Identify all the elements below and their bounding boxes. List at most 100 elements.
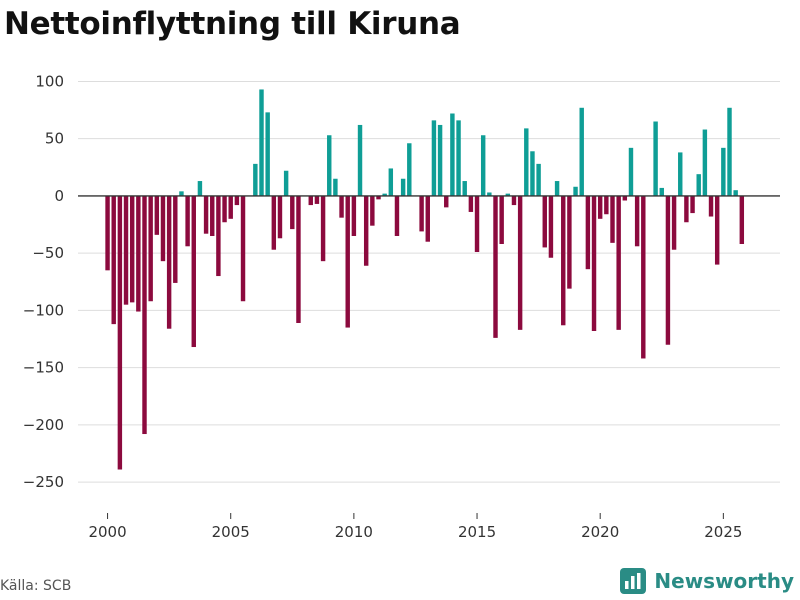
y-tick-label: −250: [23, 473, 64, 491]
bar: [203, 195, 209, 234]
bar: [136, 195, 141, 312]
bar: [240, 195, 246, 302]
bar: [283, 170, 289, 196]
bar: [530, 151, 535, 196]
bar: [517, 195, 523, 330]
bar: [117, 195, 123, 470]
bar: [733, 190, 738, 196]
bar: [634, 195, 640, 247]
bar: [708, 195, 714, 217]
bar: [604, 195, 609, 215]
bar: [690, 195, 695, 214]
bar: [376, 195, 381, 200]
bar: [536, 163, 541, 196]
bar: [487, 192, 492, 196]
y-tick-label: −100: [23, 301, 64, 319]
bar: [388, 168, 394, 196]
bar: [394, 195, 400, 236]
bar: [511, 195, 517, 206]
bar: [431, 120, 437, 196]
bar: [579, 107, 584, 196]
bar: [739, 195, 745, 244]
bar: [702, 129, 708, 196]
bar: [333, 178, 338, 196]
bar: [129, 195, 135, 303]
bar: [253, 163, 258, 196]
bar: [622, 195, 628, 201]
bar: [277, 195, 283, 239]
bar-chart-logo-icon: [620, 568, 647, 594]
y-tick-label: 50: [45, 130, 64, 148]
bar: [696, 174, 701, 196]
bar: [370, 195, 375, 226]
bar: [641, 195, 646, 359]
bar: [363, 195, 369, 266]
bar: [339, 195, 344, 218]
bar: [400, 178, 406, 196]
chart-title: Nettoinflyttning till Kiruna: [4, 6, 461, 42]
brand-name: Newsworthy: [654, 569, 794, 593]
x-tick-label: 2010: [335, 523, 373, 541]
brand-logo[interactable]: Newsworthy: [620, 568, 794, 594]
bar: [191, 195, 196, 348]
bar: [216, 195, 221, 277]
bar: [659, 187, 664, 196]
bar: [462, 181, 467, 196]
bar: [505, 193, 511, 196]
bar: [154, 195, 160, 235]
bars: [105, 89, 745, 470]
bar: [628, 147, 634, 196]
bar: [499, 195, 504, 244]
bar: [320, 195, 326, 262]
bar: [573, 186, 578, 196]
bar: [345, 195, 350, 328]
bar: [437, 124, 443, 196]
bar: [567, 195, 572, 289]
bar: [234, 195, 240, 206]
bar: [456, 120, 461, 196]
bar: [665, 195, 671, 345]
bar: [474, 195, 480, 253]
bar: [327, 135, 332, 196]
bar: [160, 195, 166, 262]
bar: [493, 195, 498, 338]
bar: [111, 195, 116, 325]
bar: [308, 195, 313, 206]
x-axis-tick-labels: 2000 2005 2010 2015 2020 2025: [88, 513, 742, 541]
gridlines: [78, 80, 780, 483]
bar: [419, 195, 424, 232]
y-tick-label: 0: [54, 187, 64, 205]
bar: [542, 195, 547, 248]
bar: [597, 195, 603, 219]
x-tick-label: 2020: [581, 523, 619, 541]
bar: [142, 195, 147, 435]
bar: [721, 147, 726, 196]
bar: [653, 121, 658, 196]
bar: [296, 195, 301, 323]
bar: [271, 195, 277, 250]
y-tick-label: 100: [35, 72, 64, 90]
bar: [197, 181, 203, 196]
x-tick-label: 2015: [458, 523, 496, 541]
bar: [468, 195, 474, 212]
bar: [357, 124, 363, 196]
bar: [671, 195, 677, 250]
source-note: Källa: SCB: [0, 578, 72, 594]
bar: [524, 128, 529, 196]
y-tick-label: −150: [23, 359, 64, 377]
x-tick-label: 2000: [88, 523, 126, 541]
bar: [616, 195, 621, 330]
bar: [351, 195, 357, 236]
y-tick-label: −200: [23, 416, 64, 434]
bar: [714, 195, 720, 265]
bar: [554, 181, 560, 196]
bar: [123, 195, 129, 305]
bar: [265, 112, 270, 196]
bar: [678, 152, 683, 196]
bar: [561, 195, 566, 326]
bar: [148, 195, 153, 302]
bar: [314, 195, 320, 204]
bar: [210, 195, 215, 236]
bar: [684, 195, 689, 223]
